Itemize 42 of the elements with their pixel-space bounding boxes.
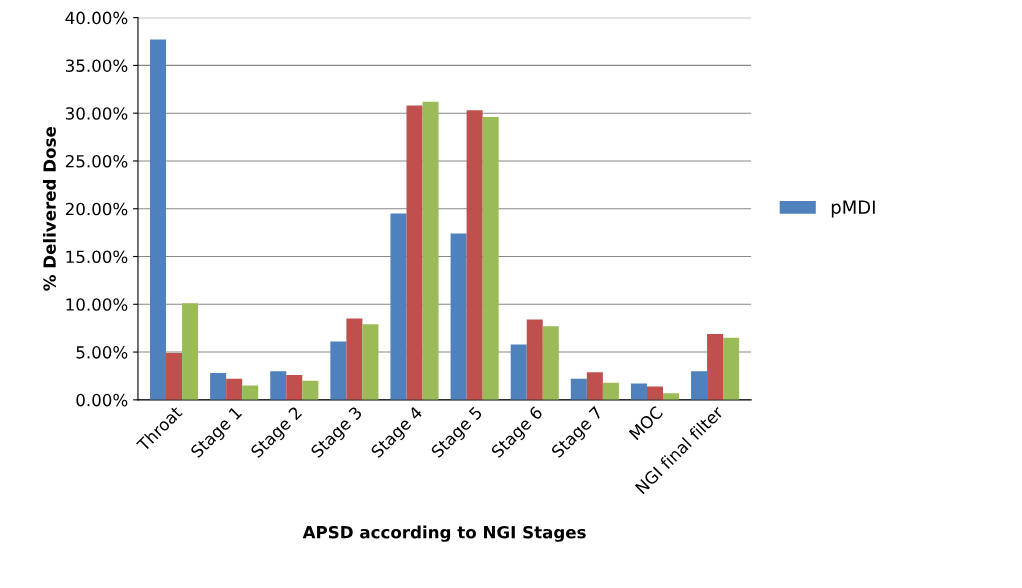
bar	[526, 319, 543, 400]
bar	[482, 117, 499, 400]
y-axis-title: % Delivered Dose	[43, 127, 56, 291]
bar	[691, 371, 708, 400]
y-tick-label: 40.00%	[65, 11, 128, 25]
bar	[542, 326, 559, 400]
bar	[330, 341, 347, 400]
bar	[450, 233, 467, 400]
bar	[210, 373, 227, 400]
y-tick-label: 25.00%	[65, 154, 128, 168]
y-tick-label: 5.00%	[76, 346, 128, 359]
bar	[242, 385, 259, 400]
bar	[362, 324, 379, 400]
y-tick-label: 20.00%	[65, 202, 128, 216]
y-tick-label: 15.00%	[66, 250, 128, 264]
bar	[707, 333, 724, 400]
bar	[346, 318, 363, 400]
bar	[630, 383, 647, 400]
bar	[602, 382, 619, 400]
bar	[723, 337, 740, 400]
bar	[646, 386, 663, 400]
bar	[466, 110, 483, 400]
y-tick-label: 35.00%	[65, 59, 128, 72]
bar	[510, 344, 527, 400]
x-axis-title: APSD according to NGI Stages	[302, 525, 586, 542]
bar	[302, 380, 319, 400]
bar	[570, 378, 587, 400]
legend-label: pMDI	[831, 200, 875, 218]
y-tick-label: 10.00%	[66, 298, 128, 311]
bar	[149, 39, 167, 400]
bar	[586, 372, 603, 400]
bar	[226, 378, 243, 400]
bar	[166, 353, 183, 400]
bar	[270, 371, 287, 400]
y-tick-label: 0.00%	[76, 393, 128, 407]
bar	[422, 101, 439, 400]
bar	[663, 393, 680, 400]
y-tick-label: 30.00%	[65, 107, 128, 120]
bar	[390, 213, 407, 400]
bar	[406, 105, 423, 400]
bar	[286, 375, 303, 400]
bar	[182, 303, 199, 400]
